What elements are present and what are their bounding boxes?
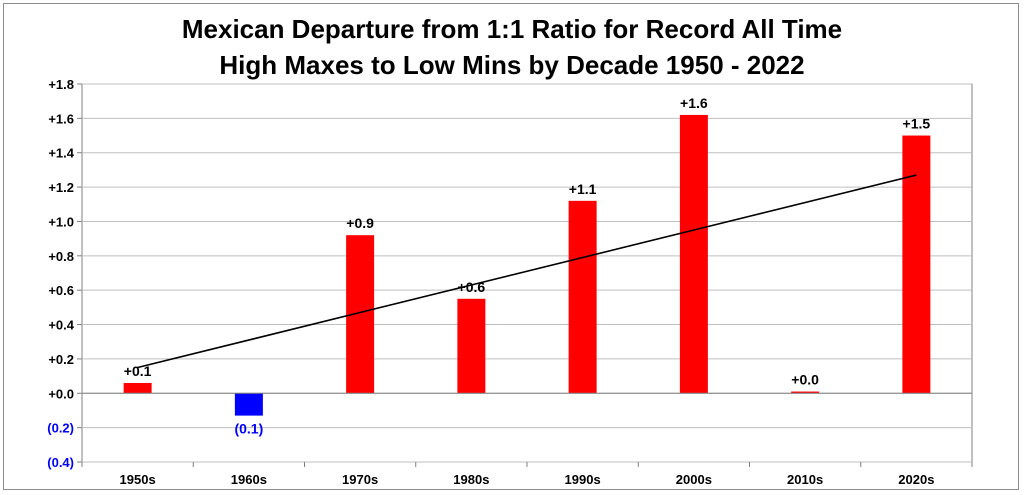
- bar: [902, 135, 931, 394]
- bar: [679, 114, 708, 394]
- bar: [123, 382, 152, 394]
- x-tick-label: 1990s: [565, 472, 601, 487]
- bar: [234, 393, 263, 416]
- x-tick-label: 1960s: [231, 472, 267, 487]
- bar: [791, 391, 820, 394]
- y-tick-label: +0.8: [48, 249, 74, 264]
- y-tick-label: +1.0: [48, 214, 74, 229]
- x-tick-label: 1980s: [453, 472, 489, 487]
- chart-subtitle: High Maxes to Low Mins by Decade 1950 - …: [219, 50, 805, 80]
- bar: [457, 298, 486, 394]
- y-tick-label: (0.4): [47, 455, 74, 470]
- y-tick-label: (0.2): [47, 421, 74, 436]
- x-tick-label: 2000s: [676, 472, 712, 487]
- y-tick-label: +0.2: [48, 352, 74, 367]
- data-label: +0.0: [791, 372, 819, 388]
- data-label: +0.6: [458, 279, 486, 295]
- data-label: +0.9: [346, 215, 374, 231]
- y-tick-label: +1.8: [48, 77, 74, 92]
- y-tick-label: +0.4: [48, 318, 74, 333]
- x-tick-label: 1950s: [120, 472, 156, 487]
- data-label: +1.5: [903, 116, 931, 132]
- chart-title: Mexican Departure from 1:1 Ratio for Rec…: [181, 14, 843, 44]
- y-tick-label: +1.2: [48, 180, 74, 195]
- trendline: [137, 174, 917, 369]
- data-label: +1.1: [569, 181, 597, 197]
- data-label: +0.1: [124, 363, 152, 379]
- x-tick-label: 1970s: [342, 472, 378, 487]
- plot-area: [81, 83, 973, 463]
- y-tick-label: +1.6: [48, 111, 74, 126]
- y-tick-label: +0.0: [48, 386, 74, 401]
- data-label: (0.1): [234, 421, 263, 437]
- x-tick-label: 2020s: [898, 472, 934, 487]
- bar: [568, 200, 597, 394]
- y-tick-label: +1.4: [48, 146, 74, 161]
- y-tick-label: +0.6: [48, 283, 74, 298]
- data-label: +1.6: [680, 95, 708, 111]
- x-tick-label: 2010s: [787, 472, 823, 487]
